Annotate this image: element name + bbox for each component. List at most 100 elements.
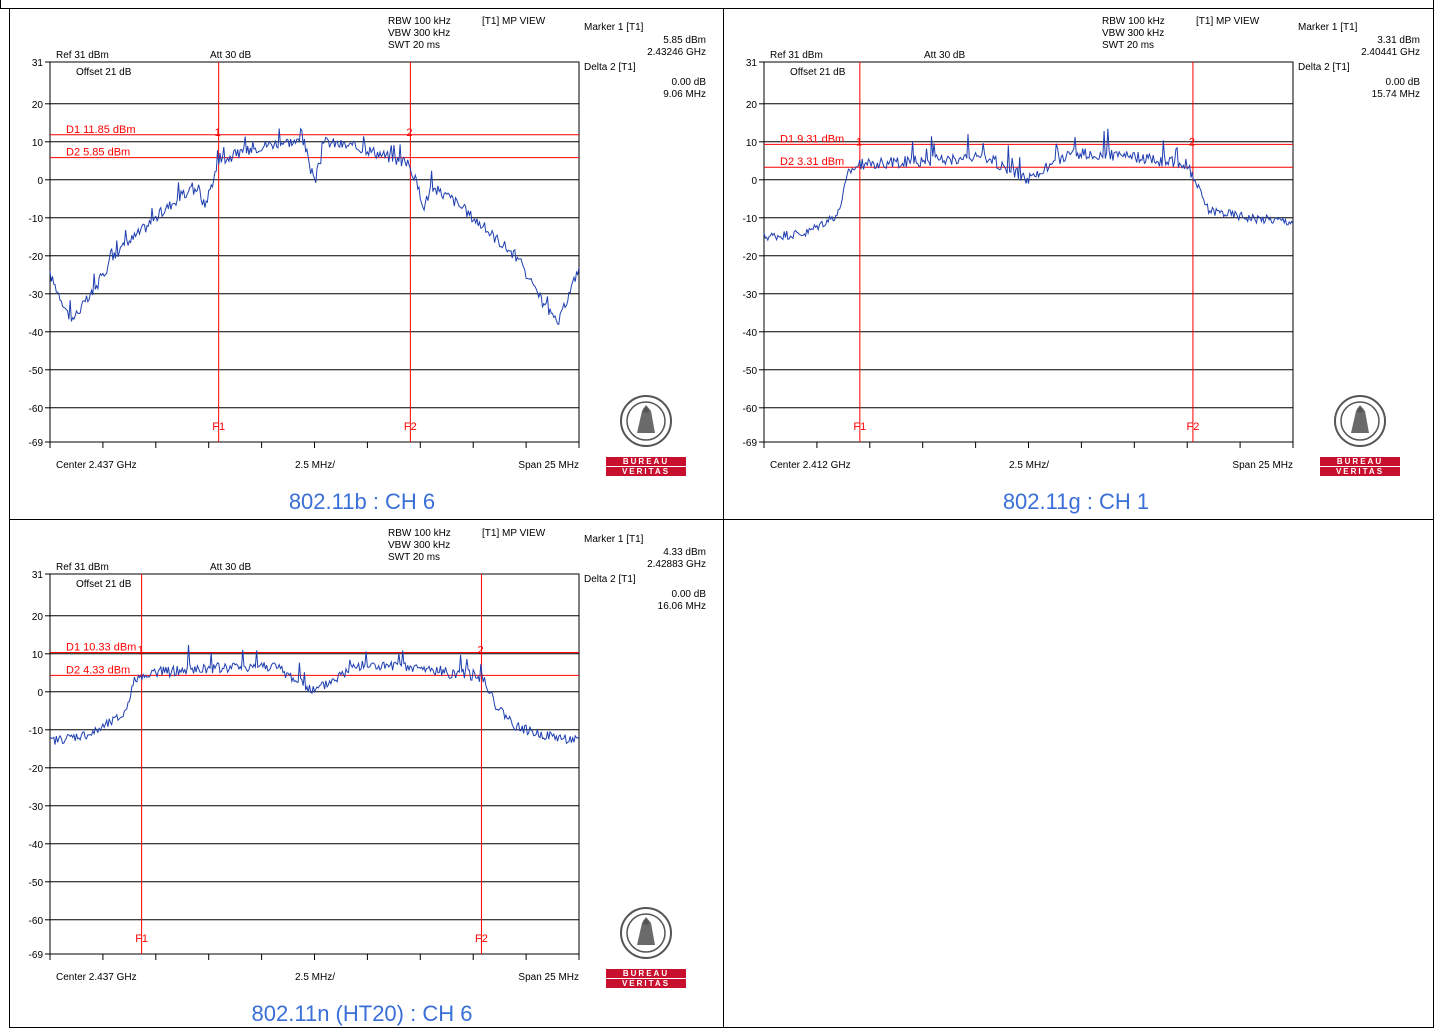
attenuation-label: Att 30 dB (210, 50, 251, 61)
y-tick-label: 31 (32, 570, 44, 581)
y-tick-label: 0 (37, 176, 43, 187)
logo-band-top: BUREAU (1320, 457, 1400, 466)
y-tick-label: -60 (29, 916, 44, 927)
panel-caption: 802.11n (HT20) : CH 6 (251, 1001, 473, 1026)
marker-2-label: 2 (477, 645, 483, 657)
y-tick-label: -30 (29, 290, 44, 301)
logo-band-bottom: VERITAS (606, 979, 686, 988)
marker1-frequency: 2.40441 GHz (1361, 47, 1420, 58)
y-tick-label: -50 (29, 366, 44, 377)
y-tick-label: -40 (743, 328, 758, 339)
y-tick-label: 10 (32, 138, 44, 149)
frequency-line-f2-label: F2 (1186, 421, 1199, 433)
spectrum-trace (49, 644, 580, 745)
y-tick-label: -20 (743, 252, 758, 263)
y-tick-label: -10 (743, 214, 758, 225)
y-tick-label: 31 (32, 58, 44, 69)
bureau-veritas-logo: BUREAU VERITAS (1320, 387, 1400, 479)
logo-band-top: BUREAU (606, 969, 686, 978)
delta2-level: 0.00 dB (672, 77, 707, 88)
attenuation-label: Att 30 dB (210, 562, 251, 573)
delta2-level: 0.00 dB (672, 589, 707, 600)
delta2-frequency: 15.74 MHz (1372, 89, 1420, 100)
delta2-level: 0.00 dB (1386, 77, 1421, 88)
display-line-d1-label: D1 9.31 dBm (780, 133, 844, 145)
swt-label: SWT 20 ms (1102, 40, 1154, 51)
division-label: 2.5 MHz/ (295, 460, 335, 471)
swt-label: SWT 20 ms (388, 552, 440, 563)
marker-1-label: 1 (215, 127, 221, 139)
span-label: Span 25 MHz (1232, 460, 1293, 471)
seal-icon (1334, 395, 1386, 447)
offset-box (766, 64, 854, 78)
ref-level-label: Ref 31 dBm (770, 50, 823, 61)
y-tick-label: 0 (751, 176, 757, 187)
spectrum-trace (763, 128, 1294, 242)
display-line-d1-label: D1 11.85 dBm (66, 124, 136, 136)
bureau-veritas-logo: BUREAU VERITAS (606, 387, 686, 479)
marker-1-label: 1 (856, 136, 862, 148)
frequency-line-f1-label: F1 (212, 421, 225, 433)
y-tick-label: -10 (29, 214, 44, 225)
rbw-label: RBW 100 kHz (1102, 16, 1165, 27)
delta2-frequency: 16.06 MHz (658, 601, 706, 612)
ref-level-label: Ref 31 dBm (56, 50, 109, 61)
spectrum-panel: RBW 100 kHz VBW 300 kHz SWT 20 ms [T1] MP V… (726, 12, 1426, 520)
vbw-label: VBW 300 kHz (388, 28, 450, 39)
offset-label: Offset 21 dB (76, 579, 132, 590)
frequency-line-f1-label: F1 (853, 421, 866, 433)
marker-2-label: 2 (406, 127, 412, 139)
y-tick-label: -69 (743, 438, 758, 449)
vbw-label: VBW 300 kHz (1102, 28, 1164, 39)
swt-label: SWT 20 ms (388, 40, 440, 51)
delta2-label: Delta 2 [T1] (584, 574, 636, 585)
rbw-label: RBW 100 kHz (388, 16, 451, 27)
marker-2-label: 2 (1189, 136, 1195, 148)
division-label: 2.5 MHz/ (295, 972, 335, 983)
y-tick-label: 20 (32, 612, 44, 623)
delta2-frequency: 9.06 MHz (663, 89, 706, 100)
seal-icon (620, 395, 672, 447)
delta2-label: Delta 2 [T1] (1298, 62, 1350, 73)
y-tick-label: 20 (32, 100, 44, 111)
marker1-level: 4.33 dBm (663, 547, 706, 558)
y-tick-label: -69 (29, 438, 44, 449)
panel-caption: 802.11b : CH 6 (288, 489, 436, 514)
center-frequency-label: Center 2.437 GHz (56, 972, 137, 983)
span-label: Span 25 MHz (518, 460, 579, 471)
display-line-d2-label: D2 3.31 dBm (780, 156, 844, 168)
display-line-d2-label: D2 5.85 dBm (66, 147, 130, 159)
y-tick-label: 10 (746, 138, 758, 149)
marker1-frequency: 2.42883 GHz (647, 559, 706, 570)
y-tick-label: -20 (29, 764, 44, 775)
marker1-label: Marker 1 [T1] (584, 22, 644, 33)
y-tick-label: -30 (29, 802, 44, 813)
spectrum-trace (49, 127, 580, 325)
vbw-label: VBW 300 kHz (388, 540, 450, 551)
rbw-label: RBW 100 kHz (388, 528, 451, 539)
y-tick-label: -50 (743, 366, 758, 377)
view-label: [T1] MP VIEW (482, 528, 546, 539)
marker1-frequency: 2.43246 GHz (647, 47, 706, 58)
y-tick-label: 0 (37, 688, 43, 699)
plot-frame (49, 573, 580, 955)
y-tick-label: -30 (743, 290, 758, 301)
display-line-d1-label: D1 10.33 dBm (66, 642, 136, 654)
y-tick-label: -60 (29, 404, 44, 415)
y-tick-label: -10 (29, 726, 44, 737)
marker1-label: Marker 1 [T1] (584, 534, 644, 545)
marker1-level: 5.85 dBm (663, 35, 706, 46)
marker1-label: Marker 1 [T1] (1298, 22, 1358, 33)
span-label: Span 25 MHz (518, 972, 579, 983)
logo-band-bottom: VERITAS (1320, 467, 1400, 476)
frequency-line-f2-label: F2 (404, 421, 417, 433)
division-label: 2.5 MHz/ (1009, 460, 1049, 471)
offset-box (52, 64, 140, 78)
y-tick-label: -69 (29, 950, 44, 961)
table-cell-bottom-right (723, 519, 1434, 1028)
spectrum-panel: RBW 100 kHz VBW 300 kHz SWT 20 ms [T1] MP V… (12, 524, 712, 1032)
y-tick-label: 31 (746, 58, 758, 69)
display-line-d2-label: D2 4.33 dBm (66, 664, 130, 676)
center-frequency-label: Center 2.412 GHz (770, 460, 851, 471)
